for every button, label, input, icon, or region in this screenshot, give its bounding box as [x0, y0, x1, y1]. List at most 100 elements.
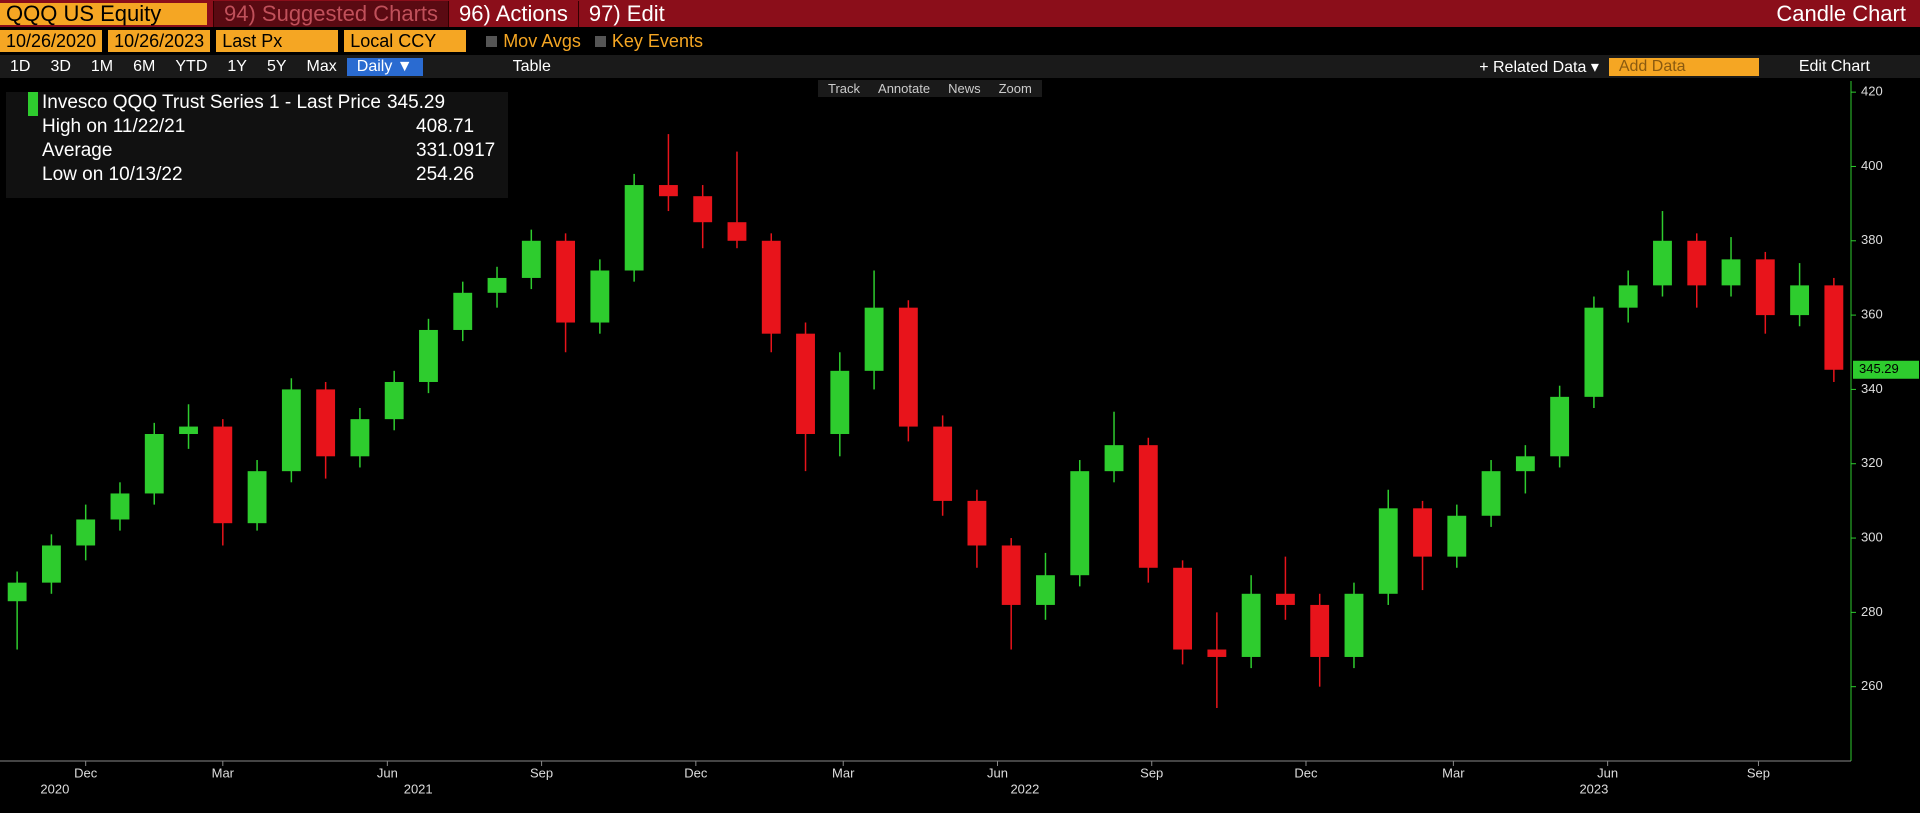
candle-body: [1207, 649, 1227, 657]
candle-body: [1378, 508, 1398, 594]
year-label: 2020: [40, 781, 69, 796]
candle-body: [590, 270, 610, 323]
x-tick-label: Sep: [530, 765, 553, 780]
candle-body: [761, 240, 781, 334]
chart-tools: Track Annotate News Zoom: [818, 80, 1042, 97]
period-button[interactable]: Max: [306, 57, 337, 75]
year-label: 2022: [1010, 781, 1039, 796]
candle-body: [1241, 593, 1261, 657]
candle-body: [487, 277, 507, 293]
period-button[interactable]: 1M: [90, 57, 114, 75]
related-data[interactable]: + Related Data ▾: [1479, 58, 1599, 76]
candle-body: [1413, 508, 1432, 557]
tool-button[interactable]: Zoom: [998, 81, 1032, 96]
candle-body: [624, 185, 644, 271]
last-price-tag: [1853, 360, 1919, 379]
settings-row: 10/26/2020 10/26/2023 Last Px Local CCY …: [0, 27, 1920, 55]
x-tick-label: Jun: [377, 765, 398, 780]
candle-body: [1515, 456, 1535, 472]
edit-chart[interactable]: Edit Chart: [1798, 57, 1870, 75]
x-tick-label: Dec: [74, 765, 98, 780]
period-button[interactable]: YTD: [175, 57, 208, 75]
candle-body: [727, 222, 747, 241]
year-label: 2023: [1579, 781, 1608, 796]
candle-body: [521, 240, 541, 278]
period-button[interactable]: 6M: [133, 57, 156, 75]
candle-body: [350, 419, 370, 457]
y-tick-label: 340: [1861, 381, 1883, 396]
candle-body: [1755, 259, 1775, 316]
candle-body: [1036, 575, 1055, 605]
field-select[interactable]: Last Px: [216, 30, 339, 52]
checkbox[interactable]: [594, 35, 606, 47]
ticker-field[interactable]: QQQ US Equity: [0, 2, 207, 25]
mov-avgs[interactable]: Mov Avgs: [503, 30, 581, 51]
x-tick-label: Dec: [684, 765, 708, 780]
candle-body: [898, 307, 918, 427]
period-button[interactable]: 5Y: [266, 57, 287, 75]
toolbar: 1D 3D 1M 6M YTD 1Y 5Y Max Daily ▼ Table + Relat…: [0, 55, 1920, 78]
legend-row: High on 11/22/21 408.71: [6, 116, 508, 140]
legend-value: 345.29: [386, 92, 446, 113]
end-date[interactable]: 10/26/2023: [108, 30, 211, 52]
key-events[interactable]: Key Events: [611, 30, 703, 51]
candle-body: [7, 582, 27, 602]
last-price-label: 345.29: [1859, 361, 1899, 376]
start-date[interactable]: 10/26/2020: [0, 30, 103, 52]
y-tick-label: 420: [1861, 84, 1883, 99]
candle-body: [1618, 285, 1638, 308]
suggested-button[interactable]: 94) Suggested Charts: [213, 0, 449, 27]
candle-body: [316, 389, 336, 457]
tool-button[interactable]: Annotate: [878, 81, 931, 96]
period-button[interactable]: 1D: [10, 57, 31, 75]
x-tick-label: Sep: [1140, 765, 1163, 780]
period-buttons: 1D 3D 1M 6M YTD 1Y 5Y Max: [0, 58, 347, 76]
tool-button[interactable]: News: [948, 81, 981, 96]
year-label: 2021: [404, 781, 433, 796]
checkbox[interactable]: [486, 35, 498, 47]
period-button[interactable]: 1Y: [227, 57, 247, 75]
x-tick-label: Jun: [987, 765, 1008, 780]
candle-body: [1721, 259, 1741, 286]
legend-row: Low on 10/13/22 254.26: [6, 164, 508, 188]
candle-body: [213, 426, 233, 524]
legend-value: 331.0917: [416, 140, 496, 161]
candle-body: [1584, 307, 1604, 397]
y-tick-label: 300: [1861, 529, 1883, 544]
candle-body: [41, 545, 61, 583]
candle-body: [933, 426, 953, 501]
actions-menu[interactable]: 96) Actions: [448, 0, 578, 27]
candle-body: [1687, 240, 1707, 286]
legend-row: Average 331.0917: [6, 140, 508, 164]
candle-body: [419, 329, 438, 382]
candle-body: [1653, 240, 1672, 286]
legend-value: 408.71: [416, 116, 475, 137]
legend-label: High on 11/22/21: [42, 116, 186, 137]
candle-body: [144, 434, 164, 494]
candle-body: [1344, 593, 1364, 657]
tool-button[interactable]: Track: [828, 81, 861, 96]
table-button[interactable]: Table: [512, 57, 551, 75]
candle-body: [1447, 515, 1467, 557]
x-tick-label: Jun: [1597, 765, 1618, 780]
y-tick-label: 260: [1861, 678, 1883, 693]
candle-body: [658, 185, 678, 197]
candle-body: [1275, 593, 1295, 605]
period-button[interactable]: 3D: [50, 57, 71, 75]
frequency-button[interactable]: Daily ▼: [346, 57, 423, 76]
candle-body: [453, 292, 473, 330]
x-tick-label: Mar: [1442, 765, 1465, 780]
candle-body: [1138, 445, 1158, 568]
candle-body: [830, 370, 850, 435]
y-tick-label: 360: [1861, 307, 1883, 322]
currency-select[interactable]: Local CCY: [344, 30, 467, 52]
y-tick-label: 320: [1861, 455, 1883, 470]
add-data[interactable]: Add Data: [1608, 57, 1759, 76]
edit-menu[interactable]: 97) Edit: [577, 0, 675, 27]
legend-label: Invesco QQQ Trust Series 1 - Last Price: [28, 92, 381, 116]
title-bar: QQQ US Equity 94) Suggested Charts 96) A…: [0, 0, 1920, 27]
candle-body: [179, 426, 198, 435]
candle-body: [556, 240, 576, 323]
candle-body: [693, 196, 713, 223]
